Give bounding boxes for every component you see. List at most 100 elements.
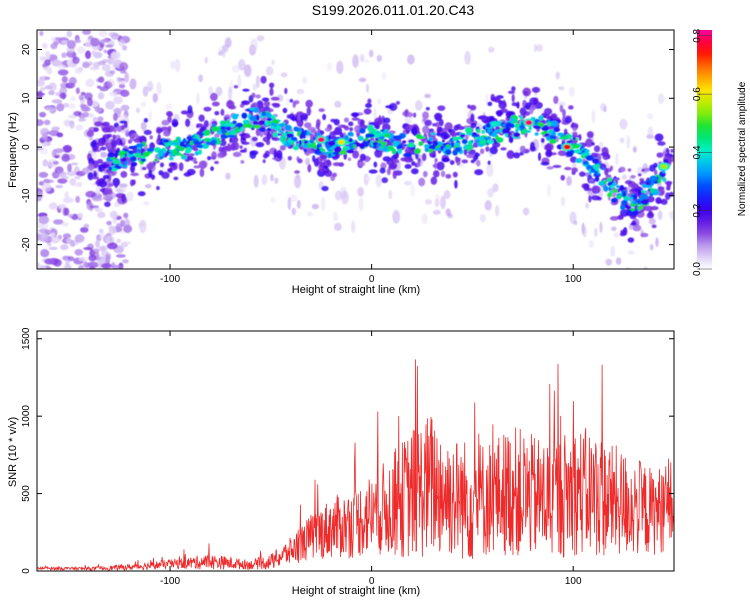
spectrogram-blob	[174, 58, 181, 73]
spectrogram-blob	[453, 149, 458, 155]
spectrogram-blob	[138, 135, 147, 144]
spectrogram-blob	[557, 101, 566, 107]
spectrogram-blob	[441, 139, 445, 143]
spectrogram-blob	[373, 161, 378, 168]
spectrogram-blob	[107, 142, 113, 150]
spectrogram-blob	[599, 163, 607, 170]
spectrogram-blob	[95, 239, 100, 248]
spectrogram-blob	[418, 177, 426, 187]
spectrogram-blob	[618, 166, 626, 173]
spectrogram-blob	[581, 147, 585, 151]
spectrogram-blob	[201, 143, 210, 149]
spectrogram-blob	[241, 100, 251, 106]
spectrogram-blob	[519, 107, 527, 116]
spectrogram-blob	[511, 86, 516, 92]
spectrogram-blob	[110, 33, 121, 40]
spectrogram-blob	[296, 119, 302, 127]
spectrogram-blob	[102, 134, 111, 140]
spectrogram-blob	[242, 134, 251, 139]
spectrogram-blob	[194, 151, 199, 156]
spectrogram-blob	[615, 152, 619, 166]
spectrogram-blob	[220, 108, 225, 116]
spectrogram-blob	[332, 162, 341, 167]
spectrogram-blob	[653, 189, 658, 193]
spectrogram-blob	[40, 249, 50, 258]
spectrogram-blob	[485, 146, 490, 152]
spectrogram-blob	[571, 131, 578, 136]
spectrogram-blob	[68, 103, 76, 109]
spectrogram-blob	[410, 183, 416, 198]
spectrogram-blob	[553, 127, 561, 133]
spectrogram-blob	[376, 142, 382, 147]
spectrogram-blob	[217, 152, 226, 159]
spectrogram-blob	[266, 117, 272, 122]
spectrogram-blob	[195, 144, 204, 148]
spectrogram-blob	[533, 43, 538, 53]
spectrogram-blob	[228, 134, 237, 138]
spectrogram-blob	[621, 174, 628, 180]
spectrogram-blob	[70, 95, 76, 102]
spectrogram-blob	[156, 126, 162, 134]
spectrogram-blob	[528, 126, 532, 131]
spectrogram-blob	[162, 139, 170, 143]
spectrogram-blob	[302, 76, 308, 84]
spectrogram-blob	[430, 176, 438, 185]
spectrogram-blob	[193, 165, 201, 169]
spectrogram-blob	[600, 167, 605, 171]
spectrogram-blob	[383, 138, 387, 142]
spectrogram-blob	[156, 81, 162, 95]
spectrogram-blob	[510, 117, 515, 123]
spectrogram-blob	[131, 155, 137, 162]
spectrogram-blob	[630, 196, 634, 200]
spectrogram-blob	[69, 178, 77, 186]
spectrogram-blob	[534, 132, 539, 136]
spectrogram-blob	[530, 116, 536, 120]
spectrogram-blob	[243, 64, 252, 78]
spectrogram-blob	[104, 70, 115, 77]
spectrogram-blob	[479, 115, 487, 119]
spectrogram-blob	[332, 151, 340, 155]
spectrogram-blob	[95, 207, 100, 213]
spectrogram-blob	[360, 119, 365, 126]
spectrogram-blob	[407, 142, 415, 148]
spectrogram-blob	[654, 133, 664, 142]
spectrogram-blob	[156, 137, 162, 142]
y-tick-label: 10	[21, 92, 32, 104]
spectrogram-blob	[223, 145, 233, 152]
spectrogram-blob	[172, 148, 178, 156]
spectrogram-blob	[375, 174, 382, 188]
spectrogram-blob	[123, 121, 128, 129]
spectrogram-blob	[469, 104, 477, 111]
spectrogram-blob	[496, 110, 503, 117]
spectrogram-blob	[107, 152, 115, 158]
spectrogram-blob	[198, 149, 203, 155]
spectrogram-blob	[74, 39, 82, 44]
spectrogram-blob	[333, 211, 338, 222]
spectrogram-blob	[414, 148, 421, 155]
spectrogram-blob	[98, 30, 108, 38]
spectrogram-blob	[94, 107, 102, 113]
spectrogram-blob	[76, 46, 86, 54]
spectrogram-blob	[624, 180, 633, 185]
spectrogram-x-axis: -100 0 100	[160, 30, 582, 285]
spectrogram-blob	[256, 115, 260, 121]
spectrogram-blob	[443, 190, 451, 199]
spectrogram-blob	[100, 38, 109, 44]
spectrogram-blob	[485, 123, 491, 128]
spectrogram-blob	[436, 132, 442, 136]
spectrogram-blob	[120, 104, 130, 111]
x-tick-label: 100	[565, 274, 582, 285]
spectrogram-blob	[445, 144, 451, 148]
spectrogram-blob	[657, 210, 663, 221]
spectrogram-blob	[404, 155, 413, 163]
spectrogram-blob	[273, 149, 277, 159]
spectrogram-blob	[222, 44, 226, 58]
spectrogram-blob	[90, 141, 96, 148]
y-tick-label: -20	[21, 237, 32, 252]
spectrogram-blob	[471, 132, 478, 136]
spectrogram-blob	[564, 117, 572, 124]
spectrogram-blob	[487, 160, 491, 166]
spectrogram-blob	[251, 102, 259, 108]
spectrogram-blob	[116, 238, 122, 244]
spectrogram-blob	[62, 103, 70, 108]
